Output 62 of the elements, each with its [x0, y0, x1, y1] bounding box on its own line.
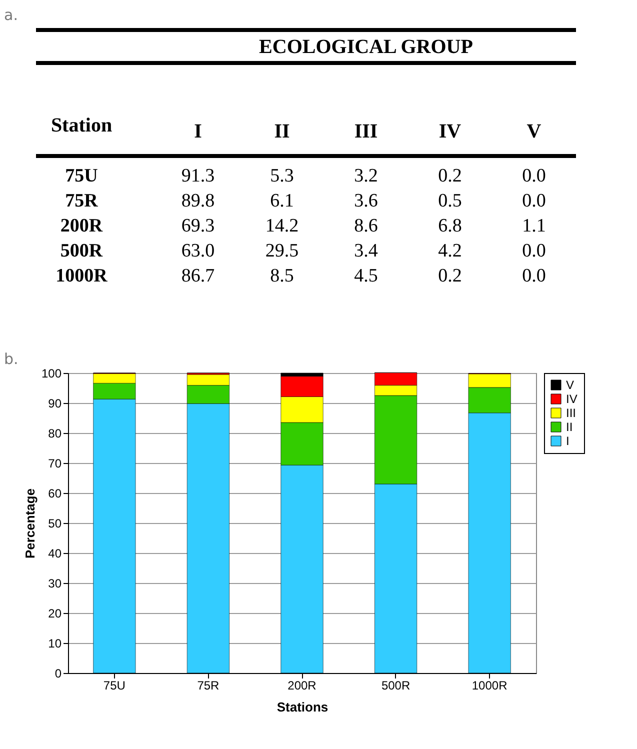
data-label: 14.2 — [265, 216, 299, 236]
chart-title: ECOLOGICAL GROUP — [259, 36, 473, 58]
legend-label: III — [566, 406, 576, 420]
data-label: 0.2 — [438, 266, 462, 286]
data-label: 63.0 — [181, 240, 215, 262]
y-tick-label: 0 — [54, 666, 62, 680]
y-tick-label: 30 — [48, 576, 62, 590]
text: b. — [4, 350, 18, 368]
y-tick-label: 1000R — [56, 266, 108, 286]
y-tick-label: 60 — [48, 486, 62, 500]
text: a. — [4, 6, 18, 24]
data-label: 3.4 — [354, 240, 378, 262]
data-label: 0.5 — [438, 190, 462, 212]
x-tick-label: 75R — [197, 678, 220, 692]
data-label: 6.1 — [270, 190, 294, 212]
y-axis-title: Station — [50, 114, 112, 136]
y-tick-label: 20 — [48, 606, 62, 620]
legend-label: V — [566, 378, 574, 392]
data-label: 3.2 — [354, 166, 378, 186]
data-label: 8.6 — [354, 216, 378, 236]
legend-label: I — [566, 434, 570, 448]
data-label: 8.5 — [270, 266, 294, 286]
y-axis-title: Percentage — [22, 488, 38, 559]
y-tick-label: 500R — [60, 240, 103, 262]
x-tick-label: II — [274, 120, 290, 142]
y-tick-label: 75R — [65, 190, 98, 212]
data-label: 29.5 — [265, 240, 299, 262]
y-tick-label: 10 — [48, 636, 62, 650]
y-tick-label: 90 — [48, 396, 62, 410]
data-label: 86.7 — [181, 266, 215, 286]
data-label: 0.0 — [522, 166, 546, 186]
legend-label: II — [566, 420, 573, 434]
data-label: 89.8 — [181, 190, 215, 212]
data-label: 0.2 — [438, 166, 462, 186]
y-tick-label: 75U — [65, 166, 98, 186]
x-axis-title: Stations — [276, 700, 328, 714]
x-tick-label: IV — [438, 120, 462, 142]
data-label: 4.5 — [354, 266, 378, 286]
data-label: 0.0 — [522, 240, 546, 262]
data-label: 91.3 — [181, 166, 215, 186]
data-label: 5.3 — [270, 166, 294, 186]
legend-label: IV — [566, 392, 578, 406]
data-label: 4.2 — [438, 240, 462, 262]
x-tick-label: 1000R — [472, 678, 508, 692]
x-tick-label: 200R — [288, 678, 317, 692]
data-label: 3.6 — [354, 190, 378, 212]
x-tick-label: 75U — [103, 678, 126, 692]
y-tick-label: 40 — [48, 546, 62, 560]
y-tick-label: 70 — [48, 456, 62, 470]
data-label: 6.8 — [438, 216, 462, 236]
data-label: 0.0 — [522, 266, 546, 286]
y-tick-label: 80 — [48, 426, 62, 440]
x-tick-label: V — [526, 120, 542, 142]
y-tick-label: 50 — [48, 516, 62, 530]
data-label: 1.1 — [522, 216, 546, 236]
x-tick-label: I — [194, 120, 202, 142]
data-label: 69.3 — [181, 216, 215, 236]
x-tick-label: 500R — [381, 678, 410, 692]
y-tick-label: 200R — [60, 216, 103, 236]
data-label: 0.0 — [522, 190, 546, 212]
x-tick-label: III — [354, 120, 378, 142]
y-tick-label: 100 — [41, 366, 62, 380]
